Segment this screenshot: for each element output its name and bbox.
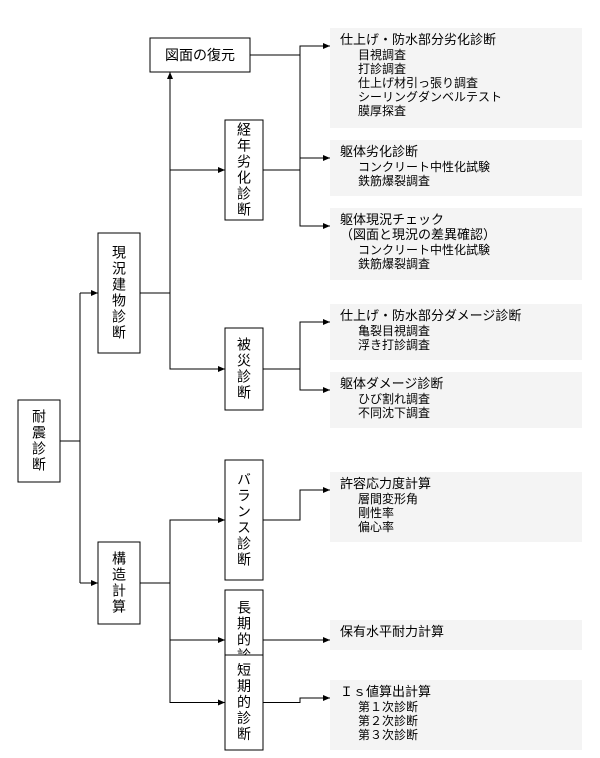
detail-item-0-3: シーリングダンベルテスト: [358, 89, 502, 104]
detail-item-7-2: 第３次診断: [358, 727, 418, 742]
detail-item-4-0: ひび割れ調査: [358, 391, 430, 406]
node-label-keinen: 経年劣化診断: [236, 122, 252, 218]
connector: [170, 520, 225, 583]
detail-title-4: 躯体ダメージ診断: [340, 376, 443, 391]
node-label-tanki: 短期的診断: [236, 663, 252, 743]
detail-item-1-1: 鉄筋爆裂調査: [358, 173, 430, 188]
connector: [300, 322, 330, 369]
detail-item-0-1: 打診調査: [358, 61, 406, 76]
detail-title2-2: （図面と現況の差異確認）: [340, 227, 496, 242]
node-label-root: 耐震診断: [31, 409, 47, 473]
connector: [300, 46, 330, 170]
node-label-balance: バランス診断: [236, 472, 252, 568]
detail-item-0-0: 目視調査: [358, 47, 406, 62]
detail-item-0-4: 膜厚探査: [358, 104, 406, 118]
connector: [170, 293, 225, 369]
node-label-zumen: 図面の復元: [165, 47, 235, 63]
node-label-genkyo: 現況建物診断: [111, 245, 127, 341]
connector: [300, 158, 330, 170]
connector: [170, 583, 225, 640]
connector: [170, 583, 225, 703]
connector: [263, 698, 330, 703]
detail-item-5-1: 剛性率: [358, 505, 394, 520]
detail-item-7-1: 第２次診断: [358, 713, 418, 728]
detail-title-5: 許容応力度計算: [340, 476, 431, 491]
detail-item-3-0: 亀裂目視調査: [358, 323, 430, 338]
detail-item-0-2: 仕上げ材引っ張り調査: [358, 76, 478, 90]
detail-item-5-2: 偏心率: [358, 519, 394, 534]
detail-item-7-0: 第１次診断: [358, 699, 418, 714]
connector: [300, 170, 330, 226]
detail-title-7: Ｉｓ値算出計算: [340, 684, 431, 699]
detail-item-2-0: コンクリート中性化試験: [358, 242, 490, 257]
detail-item-2-1: 鉄筋爆裂調査: [358, 256, 430, 271]
detail-item-1-0: コンクリート中性化試験: [358, 159, 490, 174]
detail-title-6: 保有水平耐力計算: [340, 624, 444, 639]
detail-item-3-1: 浮き打診調査: [358, 337, 430, 352]
detail-title-3: 仕上げ・防水部分ダメージ診断: [340, 308, 521, 323]
detail-item-4-1: 不同沈下調査: [358, 405, 430, 420]
detail-item-5-0: 層間変形角: [358, 491, 418, 506]
connector: [263, 490, 330, 520]
connector: [300, 369, 330, 390]
connector: [250, 46, 330, 55]
connector: [170, 170, 225, 293]
node-label-hisai: 被災診断: [236, 337, 252, 401]
connector: [60, 293, 80, 441]
node-label-kozo: 構造計算: [111, 551, 127, 615]
detail-title-0: 仕上げ・防水部分劣化診断: [340, 32, 496, 47]
detail-title-1: 躯体劣化診断: [340, 144, 418, 159]
detail-title-2: 躯体現況チェック: [340, 212, 444, 227]
